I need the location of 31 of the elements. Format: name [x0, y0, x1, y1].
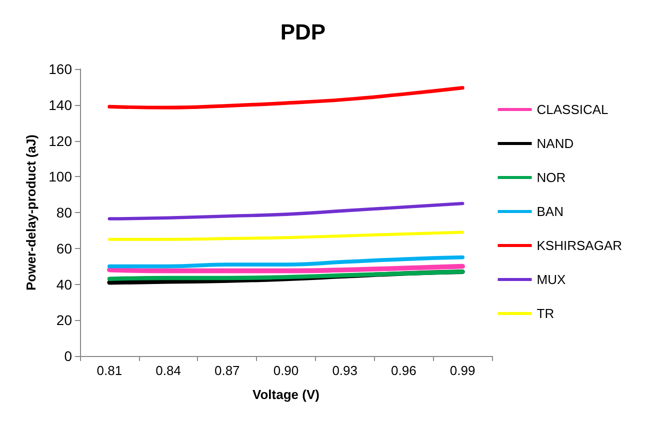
line-series — [108, 230, 464, 241]
x-tick-label: 0.96 — [391, 363, 416, 378]
x-tick-label: 0.90 — [273, 363, 299, 378]
x-tick-label: 0.84 — [156, 363, 181, 378]
x-axis-title: Voltage (V) — [252, 387, 320, 402]
y-tick-label: 140 — [48, 96, 72, 113]
x-tick-label: 0.99 — [450, 363, 476, 378]
legend-label: KSHIRSAGAR — [536, 238, 622, 253]
legend-label: BAN — [536, 204, 564, 219]
x-tick-label: 0.81 — [96, 363, 122, 378]
legend-label: TR — [536, 306, 554, 321]
y-tick-label: 100 — [48, 168, 72, 185]
y-tick-label: 60 — [56, 240, 72, 256]
legend-label: CLASSICAL — [536, 102, 608, 117]
x-tick-label: 0.87 — [214, 363, 240, 378]
y-tick-label: 20 — [56, 312, 72, 328]
legend-label: NOR — [536, 170, 566, 185]
line-series — [107, 270, 465, 281]
line-series — [108, 86, 464, 110]
y-tick-label: 80 — [56, 204, 72, 220]
legend-label: MUX — [536, 272, 566, 287]
chart-title: PDP — [280, 20, 326, 44]
y-axis-title: Power-delay-product (aJ) — [24, 134, 39, 291]
line-series — [107, 255, 465, 268]
legend-label: NAND — [536, 136, 574, 151]
y-tick-label: 40 — [56, 276, 72, 292]
line-series — [108, 202, 464, 220]
x-tick-label: 0.93 — [332, 363, 358, 378]
y-tick-label: 0 — [64, 348, 72, 364]
y-tick-label: 120 — [48, 132, 72, 149]
y-tick-label: 160 — [48, 61, 72, 77]
